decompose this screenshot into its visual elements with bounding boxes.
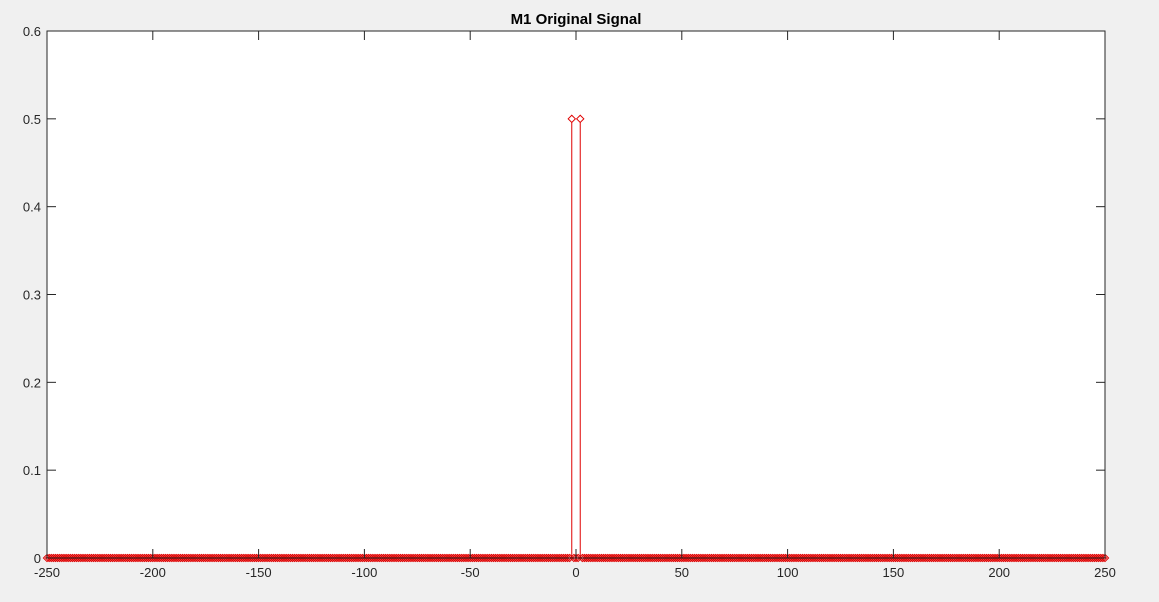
x-tick-label: -100 — [351, 565, 377, 580]
x-tick-label: 200 — [988, 565, 1010, 580]
x-tick-label: -150 — [246, 565, 272, 580]
x-tick-label: 0 — [572, 565, 579, 580]
y-tick-label: 0 — [34, 551, 41, 566]
chart-title: M1 Original Signal — [511, 11, 642, 28]
stem-marker — [575, 114, 585, 124]
stem-marker — [567, 114, 577, 124]
x-tick-label: 250 — [1094, 565, 1116, 580]
x-tick-label: -50 — [461, 565, 480, 580]
x-tick-label: -250 — [34, 565, 60, 580]
y-tick-label: 0.1 — [23, 463, 41, 478]
stem-marker — [563, 553, 572, 563]
x-tick-label: 100 — [777, 565, 799, 580]
y-tick-label: 0.2 — [23, 375, 41, 390]
axes-background — [47, 31, 1105, 558]
y-tick-label: 0.4 — [23, 200, 41, 215]
y-tick-label: 0.5 — [23, 112, 41, 127]
y-tick-label: 0.3 — [23, 288, 41, 303]
axis-ticks: -250 -200 -150 -100 -50 0 50 100 150 200 250 0 0.1 0.… — [23, 24, 1116, 580]
x-tick-label: -200 — [140, 565, 166, 580]
x-tick-label: 50 — [675, 565, 689, 580]
stem-marker — [571, 553, 581, 563]
x-tick-label: 150 — [883, 565, 905, 580]
y-tick-label: 0.6 — [23, 24, 41, 39]
stem-marker — [1100, 553, 1110, 563]
